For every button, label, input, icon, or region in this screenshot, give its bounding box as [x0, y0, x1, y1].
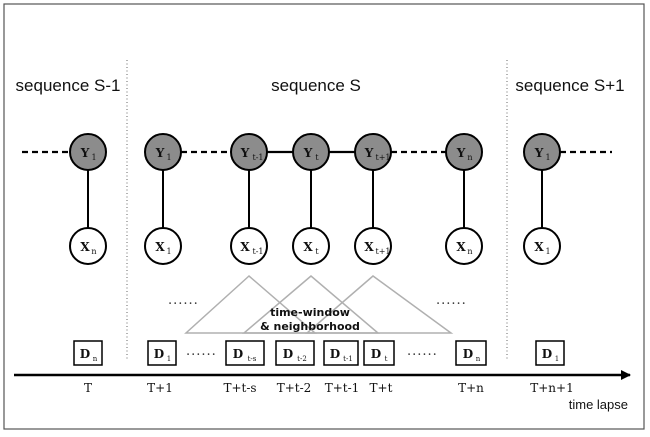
d-box-subscript: t-1 — [343, 355, 353, 363]
d-box-subscript: t-s — [248, 355, 257, 363]
y-node-subscript: n — [467, 153, 472, 162]
x-node-subscript: t-1 — [252, 247, 263, 256]
d-box-label: D — [233, 347, 243, 361]
x-node: X 1 — [144, 227, 182, 265]
diagram-frame — [3, 3, 645, 430]
sequence-title-next: sequence S+1 — [515, 76, 624, 95]
y-node-subscript: 1 — [545, 153, 550, 162]
y-node: Y t+1 — [354, 133, 392, 171]
d-box-subscript: n — [476, 355, 481, 363]
d-box-label: D — [154, 347, 164, 361]
x-node-subscript: t — [315, 247, 319, 256]
d-box-label: D — [463, 347, 473, 361]
x-node-label: X — [155, 240, 165, 254]
time-label: T+1 — [147, 381, 173, 395]
d-box-subscript: 1 — [555, 355, 559, 363]
x-node: X t+1 — [354, 227, 392, 265]
x-node-subscript: t+1 — [375, 247, 390, 256]
x-node-subscript: n — [91, 247, 96, 256]
x-node: X t — [292, 227, 330, 265]
d-box-label: D — [80, 347, 90, 361]
time-window-label: time-window — [270, 306, 350, 319]
d-box: D n — [73, 340, 103, 366]
x-node: X 1 — [523, 227, 561, 265]
sequence-title-current: sequence S — [271, 76, 361, 95]
time-label: T+t-s — [223, 381, 256, 395]
y-node: Y 1 — [69, 133, 107, 171]
d-box: D t-s — [225, 340, 265, 366]
neighborhood-label: & neighborhood — [260, 320, 360, 333]
x-node-label: X — [534, 240, 544, 254]
x-node-subscript: 1 — [545, 247, 550, 256]
y-node: Y 1 — [523, 133, 561, 171]
d-box: D 1 — [147, 340, 177, 366]
x-node: X t-1 — [230, 227, 268, 265]
d-box: D t — [363, 340, 395, 366]
y-node-subscript: t-1 — [252, 153, 263, 162]
y-node: Y 1 — [144, 133, 182, 171]
y-node-subscript: 1 — [91, 153, 96, 162]
d-box-label: D — [330, 347, 340, 361]
time-label: T — [84, 381, 92, 395]
ellipsis: ...... — [436, 293, 467, 308]
time-axis-label: time lapse — [569, 397, 628, 412]
ellipsis: ...... — [407, 344, 438, 359]
x-node-label: X — [80, 240, 90, 254]
x-node: X n — [69, 227, 107, 265]
x-node-label: X — [303, 240, 313, 254]
d-box-subscript: n — [93, 355, 98, 363]
y-node-label: Y — [456, 146, 466, 160]
y-node-label: Y — [240, 146, 250, 160]
time-window-triangle-right — [304, 275, 454, 334]
time-label: T+t-2 — [277, 381, 312, 395]
time-label: T+t-1 — [325, 381, 360, 395]
y-node-label: Y — [534, 146, 544, 160]
ellipsis: ...... — [186, 344, 217, 359]
y-node-label: Y — [364, 146, 374, 160]
y-node: Y n — [445, 133, 483, 171]
d-box: D 1 — [535, 340, 565, 366]
y-node: Y t — [292, 133, 330, 171]
x-node: X n — [445, 227, 483, 265]
ellipsis: ...... — [168, 293, 199, 308]
d-box-label: D — [283, 347, 293, 361]
d-box: D n — [455, 340, 487, 366]
y-node-label: Y — [155, 146, 165, 160]
y-node-label: Y — [80, 146, 90, 160]
time-label: T+t — [370, 381, 393, 395]
d-box-label: D — [371, 347, 381, 361]
time-label: T+n — [458, 381, 484, 395]
y-node: Y t-1 — [230, 133, 268, 171]
d-box: D t-2 — [275, 340, 315, 366]
sequence-title-prev: sequence S-1 — [16, 76, 121, 95]
y-node-subscript: t — [315, 153, 319, 162]
x-node-label: X — [364, 240, 374, 254]
d-box-label: D — [542, 347, 552, 361]
x-node-subscript: n — [467, 247, 472, 256]
x-node-subscript: 1 — [166, 247, 171, 256]
d-box-subscript: t — [385, 355, 388, 363]
d-box-subscript: 1 — [167, 355, 171, 363]
d-box-subscript: t-2 — [297, 355, 307, 363]
y-node-subscript: t+1 — [375, 153, 390, 162]
d-box: D t-1 — [323, 340, 359, 366]
y-node-label: Y — [303, 146, 313, 160]
x-node-label: X — [456, 240, 466, 254]
x-node-label: X — [240, 240, 250, 254]
y-node-subscript: 1 — [166, 153, 171, 162]
time-label: T+n+1 — [530, 381, 573, 395]
